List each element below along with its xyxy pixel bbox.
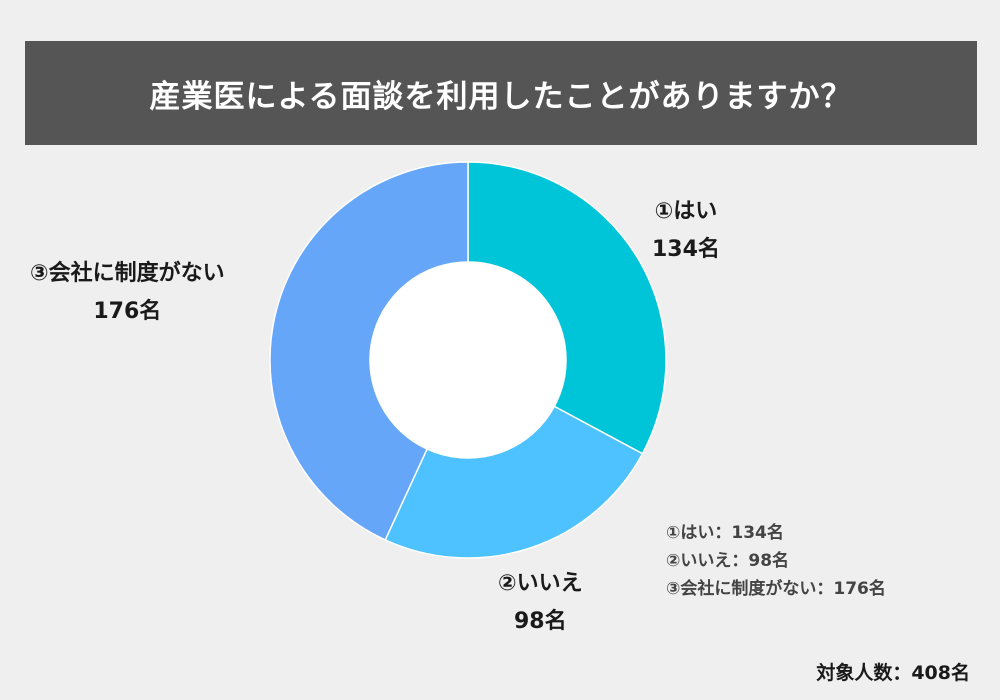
legend: ①はい：134名 ②いいえ：98名 ③会社に制度がない：176名	[666, 519, 886, 603]
slice-label-no-value: 98名	[514, 609, 567, 634]
legend-item-yes: ①はい：134名	[666, 523, 784, 543]
slice-label-no: ②いいえ 98名	[498, 565, 583, 641]
total-respondents: 対象人数：408名	[816, 662, 970, 684]
slice-label-yes: ①はい 134名	[652, 193, 720, 269]
legend-item-no-system: ③会社に制度がない：176名	[666, 579, 886, 599]
donut-hole	[370, 262, 566, 458]
slice-label-no-system-category: ③会社に制度がない	[30, 261, 225, 286]
slice-label-yes-value: 134名	[652, 237, 720, 262]
slice-label-no-system-value: 176名	[93, 299, 162, 324]
slice-label-no-system: ③会社に制度がない 176名	[30, 255, 225, 331]
slice-label-no-category: ②いいえ	[498, 571, 583, 596]
title-bar: 産業医による面談を利用したことがありますか？	[25, 41, 977, 145]
chart-title: 産業医による面談を利用したことがありますか？	[149, 78, 853, 115]
legend-item-no: ②いいえ：98名	[666, 551, 790, 571]
slice-label-yes-category: ①はい	[654, 199, 718, 224]
